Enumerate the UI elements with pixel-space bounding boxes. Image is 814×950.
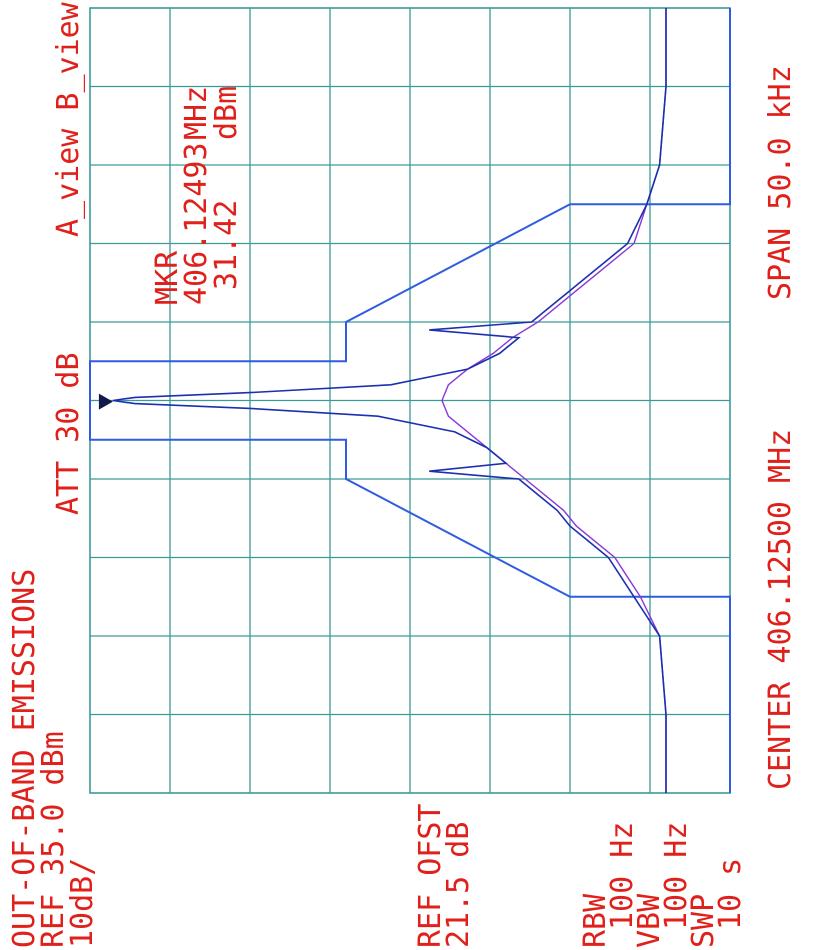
marker-frequency-unit: MHz [179, 86, 214, 140]
trace-a-view [112, 8, 667, 793]
views-label: A_view B_view [51, 1, 86, 237]
mask-line [89, 8, 731, 793]
marker-arrow [98, 393, 113, 410]
marker-frequency: 406.12493 [179, 142, 214, 305]
trace-b-view [441, 8, 667, 793]
scale-label: 10dB/ [65, 858, 100, 948]
rbw-value: 100 Hz [605, 822, 640, 930]
span-label: SPAN 50.0 kHz [763, 65, 798, 300]
center-frequency-label: CENTER 406.12500 MHz [763, 429, 798, 790]
marker-level: 31.42 [209, 200, 244, 290]
graticule [90, 8, 730, 793]
ref-offset-label: REF OFST [413, 804, 448, 949]
ref-level-label: REF 35.0 dBm [36, 731, 71, 948]
rbw-label: RBW [578, 893, 613, 948]
chart-title: OUT-OF-BAND EMISSIONS [7, 569, 42, 948]
traces-group [112, 8, 667, 793]
sweep-label: SWP [686, 894, 721, 948]
vbw-label: VBW [632, 893, 667, 948]
mask-group [89, 8, 731, 793]
marker-title: MKR [150, 250, 185, 305]
marker-level-unit: dBm [209, 86, 244, 140]
sweep-value: 10 s [713, 858, 748, 930]
attenuation-label: ATT 30 dB [51, 352, 86, 515]
ref-offset-value: 21.5 dB [441, 822, 476, 948]
vbw-value: 100 Hz [659, 822, 694, 930]
marker-group [98, 393, 113, 410]
